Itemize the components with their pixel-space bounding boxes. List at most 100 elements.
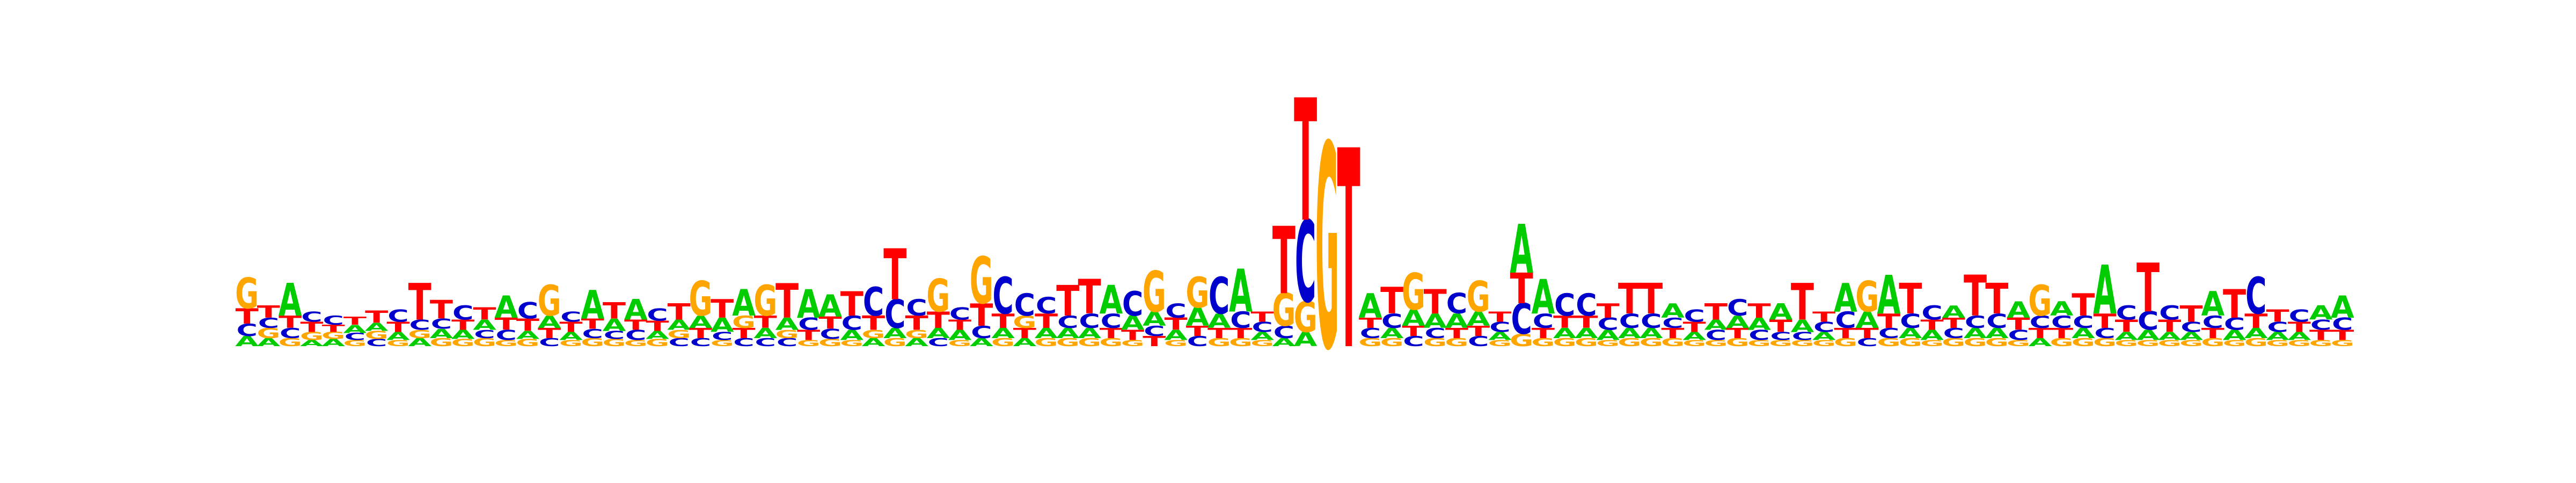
logo-letter-G: G bbox=[1488, 339, 1512, 348]
logo-letter-A: A bbox=[905, 336, 928, 349]
logo-letter-G: G bbox=[1445, 336, 1468, 349]
logo-letter-C: C bbox=[366, 338, 387, 349]
logo-letter-A: A bbox=[300, 339, 324, 348]
logo-letter-T: T bbox=[927, 307, 950, 333]
logo-letter-C: C bbox=[1835, 308, 1856, 334]
logo-letter-A: A bbox=[1791, 317, 1815, 336]
logo-letter-T: T bbox=[775, 274, 799, 329]
logo-letter-C: C bbox=[431, 316, 452, 332]
logo-letter-A: A bbox=[1445, 310, 1469, 333]
logo-letter-G: G bbox=[386, 339, 410, 348]
logo-letter-A: A bbox=[1294, 328, 1318, 351]
logo-letter-A: A bbox=[1855, 307, 1879, 333]
logo-letter-T: T bbox=[1121, 327, 1144, 343]
logo-letter-T: T bbox=[948, 317, 971, 333]
logo-letter-T: T bbox=[883, 235, 906, 316]
logo-letter-T: T bbox=[1942, 315, 1965, 331]
logo-letter-T: T bbox=[1488, 309, 1511, 325]
logo-letter-C: C bbox=[819, 326, 840, 342]
logo-letter-C: C bbox=[1101, 310, 1122, 333]
logo-letter-C: C bbox=[884, 292, 905, 338]
logo-letter-C: C bbox=[1641, 310, 1662, 333]
logo-letter-C: C bbox=[841, 311, 862, 334]
logo-letter-C: C bbox=[1533, 310, 1554, 333]
logo-column: T bbox=[1337, 94, 1360, 411]
logo-letter-G: G bbox=[451, 338, 475, 349]
logo-letter-C: C bbox=[1554, 287, 1575, 323]
logo-letter-T: T bbox=[2029, 325, 2052, 341]
logo-letter-C: C bbox=[1900, 310, 1921, 333]
logo-letter-C: C bbox=[1598, 314, 1619, 334]
logo-letter-A: A bbox=[235, 333, 259, 349]
logo-letter-T: T bbox=[797, 327, 820, 343]
logo-letter-T: T bbox=[2309, 327, 2332, 343]
logo-letter-G: G bbox=[775, 327, 799, 341]
logo-letter-T: T bbox=[386, 319, 409, 335]
logo-letter-T: T bbox=[1597, 300, 1620, 323]
logo-letter-T: T bbox=[1143, 333, 1166, 349]
logo-letter-G: G bbox=[1229, 336, 1253, 349]
logo-letter-C: C bbox=[1252, 319, 1272, 335]
logo-letter-A: A bbox=[1964, 325, 1987, 341]
logo-letter-A: A bbox=[1618, 325, 1642, 341]
logo-letter-T: T bbox=[2288, 319, 2311, 335]
logo-letter-T: T bbox=[2331, 327, 2354, 343]
logo-letter-G: G bbox=[840, 339, 863, 348]
logo-letter-G: G bbox=[1078, 336, 1101, 349]
logo-letter-A: A bbox=[1272, 336, 1296, 349]
logo-letter-C: C bbox=[1878, 325, 1899, 341]
logo-letter-C: C bbox=[1036, 293, 1057, 319]
logo-letter-C: C bbox=[712, 330, 733, 343]
logo-letter-C: C bbox=[2030, 312, 2051, 332]
logo-letter-C: C bbox=[1468, 333, 1489, 349]
logo-letter-C: C bbox=[1446, 288, 1467, 320]
logo-letter-C: C bbox=[2289, 306, 2310, 326]
logo-letter-A: A bbox=[2028, 336, 2052, 349]
logo-letter-A: A bbox=[1747, 314, 1772, 334]
logo-letter-C: C bbox=[1857, 336, 1878, 349]
logo-letter-A: A bbox=[2223, 327, 2246, 343]
logo-letter-G: G bbox=[732, 312, 756, 332]
logo-letter-A: A bbox=[1423, 310, 1447, 333]
logo-letter-G: G bbox=[1423, 336, 1447, 349]
logo-letter-T: T bbox=[1337, 94, 1360, 411]
logo-letter-C: C bbox=[560, 309, 581, 325]
logo-letter-A: A bbox=[1834, 275, 1857, 321]
logo-letter-G: G bbox=[1812, 339, 1836, 348]
logo-letter-T: T bbox=[1510, 265, 1534, 313]
logo-letter-A: A bbox=[1682, 330, 1706, 343]
logo-letter-G: G bbox=[2093, 336, 2117, 349]
logo-letter-T: T bbox=[559, 319, 582, 335]
logo-letter-C: C bbox=[2051, 312, 2072, 332]
logo-letter-T: T bbox=[732, 325, 755, 341]
logo-letter-C: C bbox=[1014, 287, 1035, 323]
